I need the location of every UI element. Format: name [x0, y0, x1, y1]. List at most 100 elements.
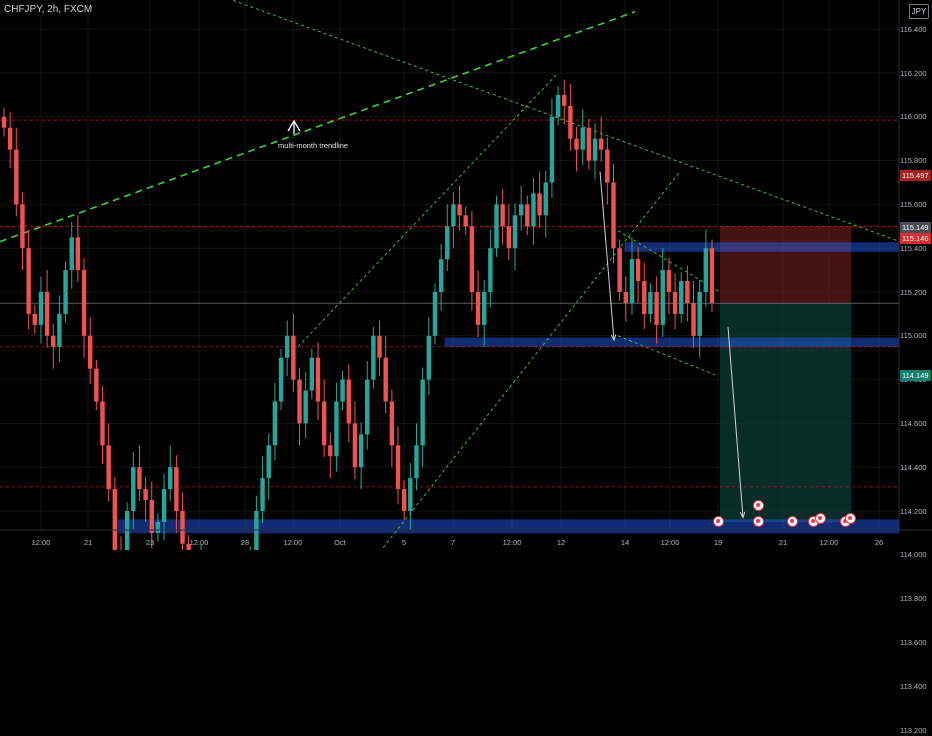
- candle-body: [488, 248, 493, 292]
- candle-body: [420, 379, 425, 446]
- candle-body: [186, 543, 191, 550]
- candle-body: [155, 521, 161, 533]
- candle-body: [685, 281, 690, 303]
- candle-body: [389, 401, 395, 446]
- time-tick-label: 12:00: [189, 538, 209, 547]
- candle-body: [401, 489, 407, 511]
- candle-body: [106, 445, 111, 490]
- candle-body: [635, 259, 641, 282]
- candle-body: [87, 335, 93, 369]
- candle-body: [555, 94, 561, 117]
- candle-body: [20, 204, 25, 249]
- candle-body: [672, 292, 678, 314]
- candle-body: [549, 116, 555, 183]
- price-tick-label: 113.600: [900, 637, 927, 647]
- projection-arrowhead: [610, 334, 617, 342]
- candle-body: [623, 292, 629, 303]
- candle-body: [451, 204, 456, 227]
- candle-body: [321, 401, 327, 446]
- candle-body: [14, 149, 19, 205]
- time-tick-label: 12:00: [502, 538, 522, 547]
- price-chart[interactable]: [0, 0, 932, 550]
- event-marker-icon[interactable]: [753, 516, 764, 527]
- candle-body: [309, 357, 315, 391]
- event-marker-icon[interactable]: [753, 500, 764, 511]
- candle-body: [365, 379, 370, 435]
- candle-body: [51, 335, 56, 347]
- last-price-tag: 115.149: [900, 222, 931, 233]
- candle-body: [26, 248, 31, 314]
- price-tick-label: 116.000: [900, 112, 927, 122]
- event-marker-icon[interactable]: [815, 513, 826, 524]
- candle-body: [642, 281, 647, 314]
- price-tick-label: 116.400: [900, 24, 927, 34]
- candle-body: [617, 248, 622, 292]
- candle-body: [598, 138, 604, 150]
- time-tick-label: 19: [713, 538, 723, 547]
- event-marker-icon[interactable]: [845, 513, 856, 524]
- candle-body: [291, 335, 296, 380]
- trendline: [0, 10, 636, 243]
- candle-body: [580, 127, 585, 150]
- candle-body: [297, 379, 302, 424]
- price-tick-label: 115.000: [900, 331, 927, 341]
- time-tick-label: 12:00: [283, 538, 303, 547]
- time-tick-label: 26: [874, 538, 884, 547]
- candle-body: [512, 215, 518, 249]
- time-tick-label: 5: [401, 538, 407, 547]
- candle-body: [131, 467, 136, 511]
- candle-body: [7, 127, 13, 150]
- time-tick-label: 23: [145, 538, 155, 547]
- candle-body: [445, 226, 450, 260]
- time-tick-label: 12:00: [660, 538, 680, 547]
- candle-body: [438, 259, 444, 292]
- candle-body: [574, 138, 579, 150]
- price-tick-label: 114.000: [900, 550, 927, 560]
- candle-body: [506, 226, 512, 249]
- price-tick-label: 114.600: [900, 418, 927, 428]
- target-price-tag: 114.149: [900, 370, 931, 381]
- time-tick-label: 21: [83, 538, 93, 547]
- candle-body: [1, 116, 7, 128]
- candle-body: [703, 248, 709, 292]
- stop-price-tag: 115.497: [900, 170, 931, 181]
- candle-body: [358, 434, 364, 468]
- currency-badge[interactable]: JPY: [909, 4, 929, 19]
- trendline: [617, 230, 721, 293]
- candle-body: [500, 204, 505, 227]
- candle-body: [562, 94, 567, 106]
- stop-loss-zone: [720, 225, 851, 304]
- time-tick-label: 21: [778, 538, 788, 547]
- candle-body: [260, 478, 265, 511]
- candle-body: [611, 182, 616, 249]
- candle-body: [137, 467, 142, 490]
- candle-body: [383, 357, 388, 402]
- projection-arrow: [599, 171, 615, 341]
- candle-body: [377, 335, 382, 358]
- candle-body: [315, 357, 321, 402]
- symbol-title[interactable]: CHFJPY, 2h, FXCM: [4, 4, 93, 15]
- event-marker-icon[interactable]: [713, 516, 724, 527]
- time-tick-label: 28: [240, 538, 250, 547]
- price-tick-label: 115.400: [900, 243, 927, 253]
- price-tick-label: 116.200: [900, 68, 927, 78]
- candle-body: [666, 270, 672, 292]
- candle-body: [75, 237, 81, 271]
- time-tick-label: 7: [450, 538, 456, 547]
- support-zone: [114, 519, 900, 534]
- candle-body: [660, 270, 665, 325]
- candle-body: [44, 292, 50, 336]
- candle-body: [475, 292, 481, 325]
- candle-body: [648, 292, 653, 314]
- price-tick-label: 113.200: [900, 725, 927, 735]
- candle-body: [285, 335, 290, 358]
- candle-body: [537, 193, 542, 216]
- time-tick-label: 12:00: [31, 538, 51, 547]
- candle-body: [605, 149, 610, 183]
- candle-body: [112, 489, 118, 550]
- event-marker-icon[interactable]: [787, 516, 798, 527]
- candle-body: [57, 313, 62, 347]
- trendline: [230, 0, 901, 243]
- candle-body: [482, 292, 487, 325]
- candle-body: [278, 357, 284, 402]
